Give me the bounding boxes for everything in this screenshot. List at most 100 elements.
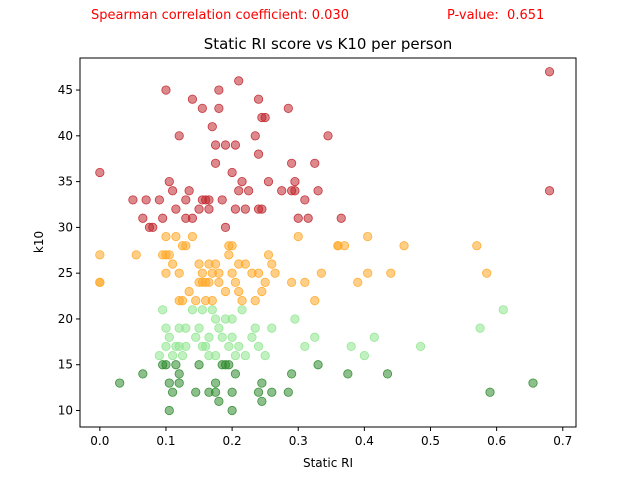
x-axis-label: Static RI bbox=[303, 456, 353, 470]
scatter-point bbox=[171, 204, 181, 214]
scatter-point bbox=[369, 332, 379, 342]
scatter-point bbox=[184, 186, 194, 196]
scatter-point bbox=[247, 332, 257, 342]
scatter-point bbox=[214, 268, 224, 278]
scatter-point bbox=[240, 350, 250, 361]
scatter-point bbox=[386, 268, 396, 278]
scatter-point bbox=[230, 140, 241, 150]
scatter-point bbox=[138, 213, 148, 223]
scatter-point bbox=[174, 268, 184, 278]
scatter-point bbox=[177, 350, 188, 361]
scatter-point bbox=[204, 332, 214, 342]
y-tick-label: 20 bbox=[58, 312, 73, 326]
scatter-point bbox=[187, 213, 198, 223]
scatter-point bbox=[230, 204, 241, 214]
scatter-point bbox=[363, 268, 373, 278]
scatter-point bbox=[310, 158, 320, 168]
scatter-point bbox=[267, 323, 277, 333]
scatter-point bbox=[316, 268, 326, 278]
scatter-point bbox=[184, 286, 194, 297]
scatter-point bbox=[217, 332, 227, 342]
scatter-point bbox=[353, 277, 363, 287]
scatter-point bbox=[138, 369, 148, 379]
scatter-point bbox=[210, 259, 221, 269]
x-tick-label: 0.0 bbox=[90, 434, 109, 448]
scatter-point bbox=[95, 167, 105, 178]
scatter-point bbox=[485, 387, 495, 397]
scatter-point bbox=[154, 195, 164, 205]
scatter-point bbox=[128, 195, 138, 205]
scatter-point bbox=[237, 296, 247, 306]
scatter-point bbox=[194, 323, 204, 333]
scatter-point bbox=[197, 268, 207, 278]
scatter-point bbox=[230, 369, 241, 379]
scatter-point bbox=[95, 250, 105, 260]
points-layer bbox=[95, 67, 555, 416]
scatter-point bbox=[207, 305, 217, 315]
scatter-point bbox=[498, 305, 508, 315]
scatter-point bbox=[214, 277, 224, 287]
scatter-point bbox=[230, 277, 241, 287]
scatter-point bbox=[210, 140, 221, 150]
scatter-point bbox=[234, 286, 244, 297]
spearman-annotation: Spearman correlation coefficient: 0.030 bbox=[91, 8, 349, 23]
scatter-point bbox=[181, 341, 191, 352]
scatter-point bbox=[253, 94, 264, 104]
y-tick-label: 10 bbox=[58, 404, 73, 418]
scatter-point bbox=[300, 341, 310, 352]
scatter-point bbox=[214, 323, 224, 333]
scatter-point bbox=[277, 186, 287, 196]
x-tick-label: 0.7 bbox=[553, 434, 572, 448]
scatter-point bbox=[217, 195, 227, 205]
y-tick-label: 45 bbox=[58, 83, 73, 97]
plot-area-frame bbox=[79, 57, 577, 428]
scatter-point bbox=[227, 387, 237, 397]
scatter-point bbox=[174, 369, 184, 379]
scatter-point bbox=[339, 241, 350, 251]
scatter-point bbox=[154, 350, 164, 361]
scatter-point bbox=[210, 314, 221, 324]
scatter-point bbox=[283, 103, 293, 113]
scatter-point bbox=[204, 195, 214, 205]
scatter-point bbox=[544, 67, 555, 77]
scatter-point bbox=[313, 186, 323, 196]
scatter-point bbox=[148, 222, 158, 232]
y-tick-label: 25 bbox=[58, 266, 73, 280]
scatter-point bbox=[399, 241, 409, 251]
scatter-point bbox=[257, 204, 267, 214]
scatter-point bbox=[544, 186, 555, 196]
scatter-point bbox=[227, 241, 237, 251]
scatter-point bbox=[260, 112, 270, 123]
scatter-point bbox=[482, 268, 492, 278]
scatter-point bbox=[257, 286, 267, 297]
scatter-point bbox=[528, 378, 538, 388]
scatter-point bbox=[346, 341, 356, 352]
scatter-point bbox=[171, 231, 181, 242]
scatter-point bbox=[270, 268, 280, 278]
y-tick-label: 40 bbox=[58, 129, 73, 143]
scatter-point bbox=[336, 213, 346, 223]
scatter-point bbox=[174, 378, 184, 388]
scatter-point bbox=[204, 277, 214, 287]
scatter-point bbox=[263, 177, 274, 187]
scatter-point bbox=[253, 268, 264, 278]
scatter-point bbox=[227, 405, 237, 416]
scatter-point bbox=[227, 332, 237, 342]
scatter-point bbox=[187, 94, 198, 104]
scatter-point bbox=[204, 204, 214, 214]
scatter-point bbox=[343, 369, 353, 379]
scatter-point bbox=[220, 286, 231, 297]
scatter-point bbox=[323, 131, 333, 141]
scatter-point bbox=[158, 305, 168, 315]
scatter-point bbox=[194, 360, 204, 370]
scatter-point bbox=[313, 360, 323, 370]
x-axis: 0.0 0.1 0.2 0.3 0.4 0.5 0.6 0.7 bbox=[90, 427, 572, 448]
scatter-point bbox=[310, 332, 320, 342]
scatter-point bbox=[240, 204, 250, 214]
scatter-point bbox=[164, 250, 174, 260]
scatter-point bbox=[171, 360, 181, 370]
scatter-point bbox=[250, 131, 260, 141]
scatter-point bbox=[293, 213, 303, 223]
scatter-point bbox=[167, 387, 178, 397]
scatter-point bbox=[253, 341, 264, 352]
